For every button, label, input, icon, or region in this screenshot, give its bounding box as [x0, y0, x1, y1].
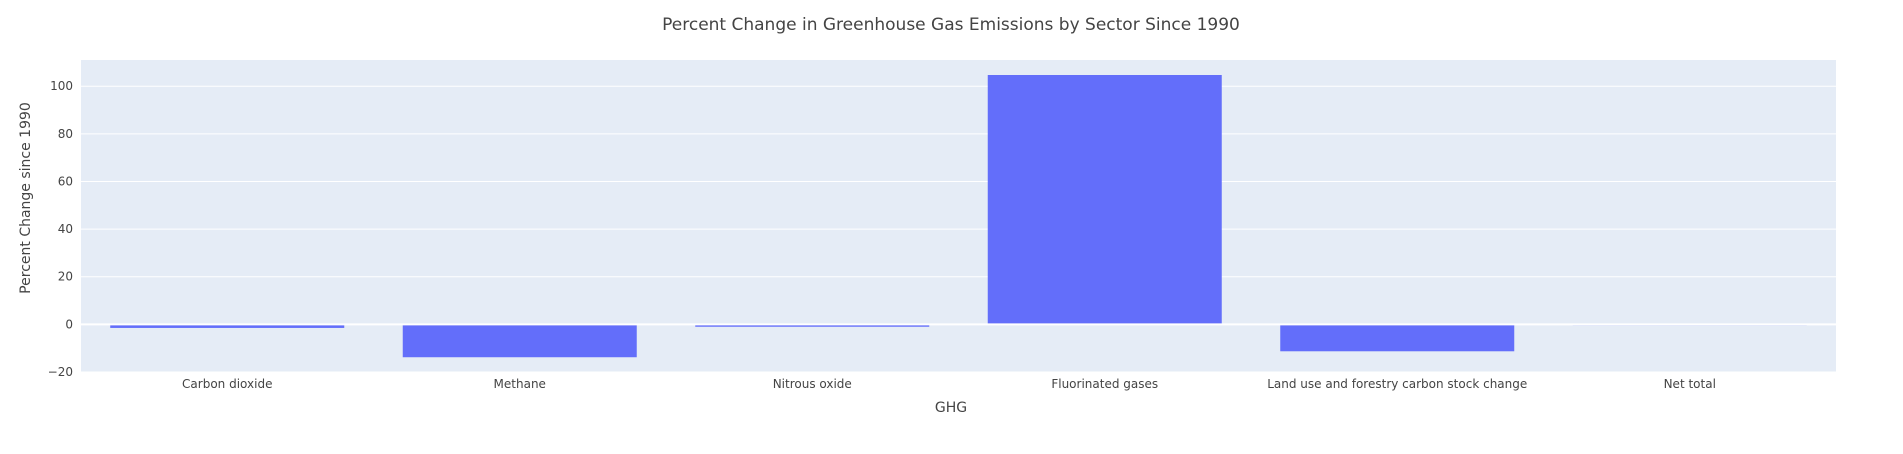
- x-tick-labels: Carbon dioxide Methane Nitrous oxide Fluori…: [182, 377, 1716, 391]
- x-tick-label: Land use and forestry carbon stock chang…: [1267, 377, 1527, 391]
- y-tick-labels: −20 0 20 40 60 80 100: [48, 79, 73, 379]
- plot-area: [81, 60, 1836, 372]
- bars: [110, 75, 1807, 358]
- bar[interactable]: [987, 75, 1222, 325]
- y-tick-label: 80: [58, 127, 73, 141]
- bar[interactable]: [695, 324, 930, 327]
- x-tick-label: Methane: [494, 377, 546, 391]
- gridlines: [81, 85, 1836, 373]
- y-tick-label: 60: [58, 174, 73, 188]
- x-tick-label: Nitrous oxide: [773, 377, 852, 391]
- y-axis-title: Percent Change since 1990: [18, 102, 34, 294]
- chart-title: Percent Change in Greenhouse Gas Emissio…: [662, 15, 1240, 35]
- bar[interactable]: [110, 324, 345, 328]
- x-tick-label: Fluorinated gases: [1051, 377, 1158, 391]
- x-axis-title: GHG: [935, 400, 967, 416]
- y-tick-label: 20: [58, 270, 73, 284]
- bar[interactable]: [402, 324, 637, 358]
- y-tick-label: 40: [58, 222, 73, 236]
- bar[interactable]: [1280, 324, 1515, 352]
- y-tick-label: −20: [48, 365, 73, 379]
- x-tick-label: Net total: [1664, 377, 1716, 391]
- x-tick-label: Carbon dioxide: [182, 377, 272, 391]
- y-tick-label: 100: [50, 79, 73, 93]
- y-tick-label: 0: [65, 317, 73, 331]
